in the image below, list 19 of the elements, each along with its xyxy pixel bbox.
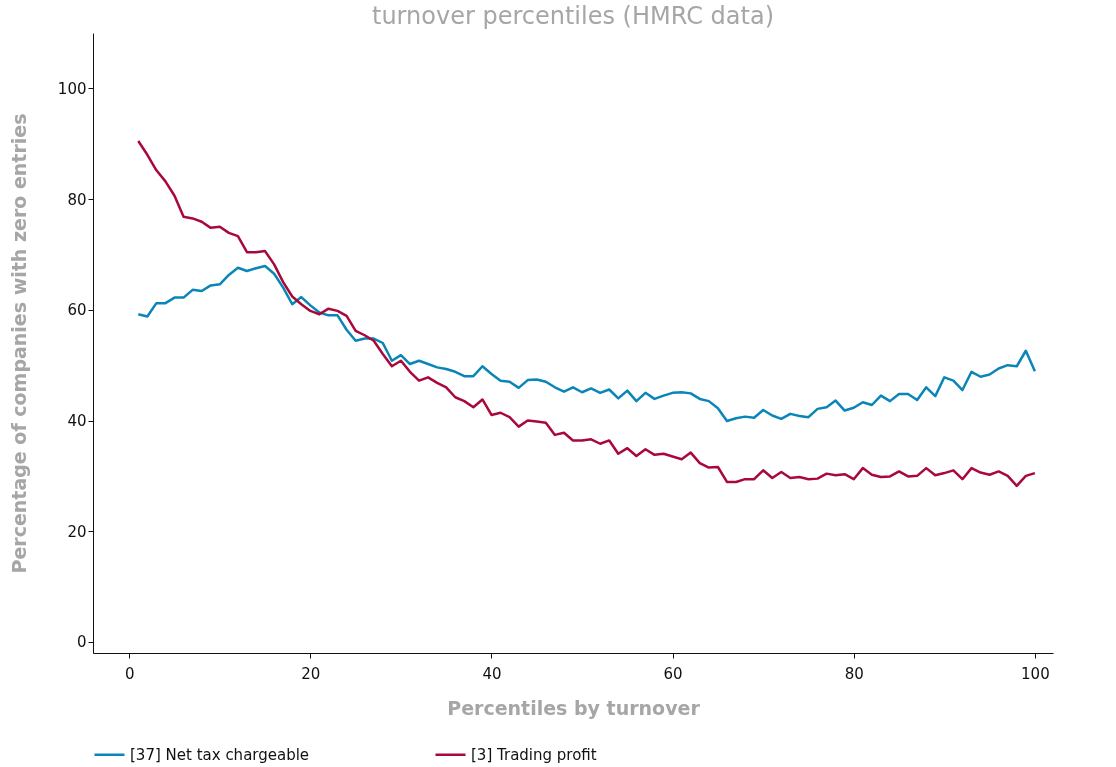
y-tick-label: 0 bbox=[76, 633, 87, 652]
x-tick-label: 0 bbox=[124, 664, 135, 683]
x-tick-label: 40 bbox=[482, 664, 502, 683]
x-tick-label: 100 bbox=[1021, 664, 1050, 683]
line-series bbox=[137, 264, 1037, 423]
x-tick-label: 60 bbox=[663, 664, 683, 683]
x-tick-label: 20 bbox=[301, 664, 321, 683]
y-tick-label: 80 bbox=[67, 190, 87, 209]
x-axis-title: Percentiles by turnover bbox=[447, 696, 701, 719]
y-tick-label: 40 bbox=[67, 412, 87, 430]
legend-label: [3] Trading profit bbox=[471, 745, 597, 764]
chart-title: turnover percentiles (HMRC data) bbox=[372, 2, 774, 30]
y-axis-title: Percentage of companies with zero entries bbox=[7, 113, 30, 574]
y-tick-label: 100 bbox=[57, 79, 87, 98]
legend-label: [37] Net tax chargeable bbox=[130, 745, 310, 764]
y-tick-label: 60 bbox=[67, 301, 87, 320]
line-series bbox=[137, 139, 1037, 488]
y-tick-label: 20 bbox=[67, 522, 87, 541]
x-tick-label: 80 bbox=[844, 664, 864, 683]
